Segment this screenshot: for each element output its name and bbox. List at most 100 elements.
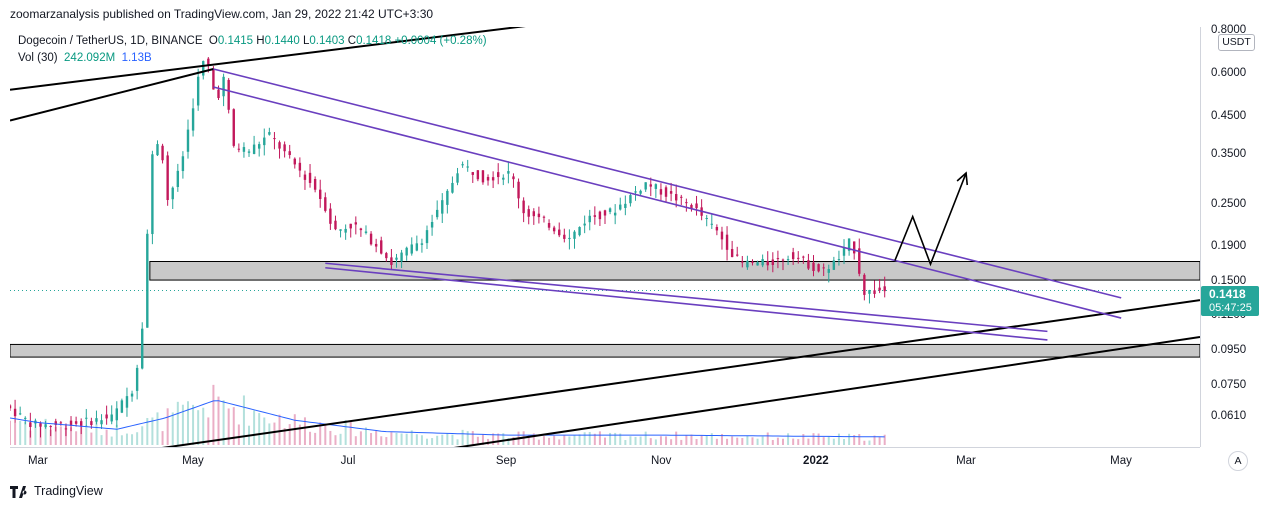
volume-bar (619, 433, 622, 445)
volume-bar (314, 432, 317, 445)
candle-body (390, 257, 393, 265)
candle-body (141, 328, 144, 369)
volume-bar (395, 432, 398, 445)
time-tick-label: May (182, 455, 204, 467)
candle-body (878, 287, 881, 291)
volume-bar (420, 435, 423, 445)
candle-body (191, 108, 195, 131)
currency-button[interactable]: USDT (1218, 34, 1255, 51)
candle-body (669, 191, 673, 194)
volume-bar (324, 425, 327, 445)
candle-body (349, 223, 352, 229)
volume-bar (670, 439, 673, 445)
volume-bar (176, 401, 179, 445)
volume-bar (10, 420, 11, 445)
candle-body (74, 421, 78, 424)
candle-body (761, 259, 764, 266)
close-value: 0.1418 (356, 35, 392, 47)
volume-bar (588, 431, 591, 445)
candle-body (268, 132, 271, 135)
volume-bar (64, 423, 67, 445)
symbol-label[interactable]: Dogecoin / TetherUS, 1D, BINANCE (18, 35, 203, 47)
candle-body (130, 393, 134, 397)
candle-body (39, 423, 42, 427)
candle-body (344, 228, 347, 233)
candle-body (583, 223, 586, 226)
volume-bar (787, 433, 790, 445)
volume-bar (95, 421, 98, 445)
volume-bar (492, 433, 495, 445)
volume-bar (527, 435, 530, 445)
volume-bar (675, 431, 678, 445)
volume-bar (710, 433, 713, 445)
volume-bar (807, 438, 810, 445)
candle-body (232, 109, 235, 146)
volume-bar (390, 432, 393, 445)
volume-ma-value: 1.13B (121, 52, 152, 64)
candle-body (263, 137, 266, 146)
candle-body (868, 290, 871, 294)
volume-bar (868, 440, 871, 445)
candle-body (593, 215, 597, 217)
volume-bar (654, 439, 657, 445)
candle-body (105, 414, 108, 419)
candle-body (858, 248, 861, 274)
volume-bar (741, 438, 744, 445)
volume-bar (359, 431, 362, 445)
candle-body (217, 89, 220, 99)
volume-bar (573, 435, 576, 445)
candle-body (629, 195, 632, 204)
volume-bar (456, 439, 459, 445)
candle-body (156, 144, 159, 156)
candle-body (502, 177, 505, 180)
volume-bar (85, 425, 88, 445)
candle-body (405, 247, 408, 256)
auto-scale-button[interactable]: A (1228, 451, 1248, 471)
candle-body (430, 221, 434, 228)
candle-body (161, 145, 164, 161)
volume-bar (883, 434, 886, 445)
price-chart[interactable] (10, 27, 1200, 447)
volume-bar (614, 432, 617, 445)
candle-body (497, 172, 500, 178)
candle-body (283, 144, 286, 152)
time-tick-label: Mar (27, 455, 48, 467)
volume-bar (832, 438, 835, 445)
volume-bar (192, 404, 195, 445)
volume-bar (568, 436, 571, 445)
low-value: 0.1403 (309, 35, 345, 47)
candle-body (558, 229, 561, 236)
volume-bar (802, 434, 805, 445)
candle-body (624, 203, 627, 208)
candle-body (242, 147, 246, 152)
candle-body (797, 257, 800, 259)
volume-bar (278, 414, 281, 445)
volume-bar (751, 437, 754, 445)
volume-bar (853, 435, 856, 445)
brand-footer[interactable]: TradingView (10, 484, 103, 498)
candle-body (517, 181, 520, 199)
candle-body (166, 155, 169, 201)
volume-bar (309, 431, 312, 445)
volume-bar (329, 430, 332, 445)
volume-value: 242.092M (64, 52, 116, 64)
volume-bar (364, 427, 367, 445)
price-axis[interactable]: 0.8000 0.6000 0.4500 0.3500 0.2500 0.1900 0.15… (1200, 24, 1280, 447)
volume-label[interactable]: Vol (30) (18, 52, 58, 64)
candle-body (471, 172, 474, 175)
candle-body (537, 213, 541, 218)
candle-body (395, 257, 398, 260)
candle-body (273, 138, 276, 140)
volume-bar (354, 436, 357, 445)
volume-bar (659, 436, 662, 445)
volume-bar (649, 438, 652, 445)
candle-body (674, 194, 678, 201)
candle-countdown: 05:47:25 (1209, 302, 1252, 314)
volume-bar (578, 434, 581, 445)
time-axis[interactable]: Mar May Jul Sep Nov 2022 Mar May (10, 447, 1200, 474)
candle-body (288, 151, 291, 156)
candle-body (359, 228, 363, 231)
last-price-value: 0.1418 (1209, 287, 1246, 301)
volume-bar (873, 435, 876, 445)
candle-body (24, 417, 27, 419)
